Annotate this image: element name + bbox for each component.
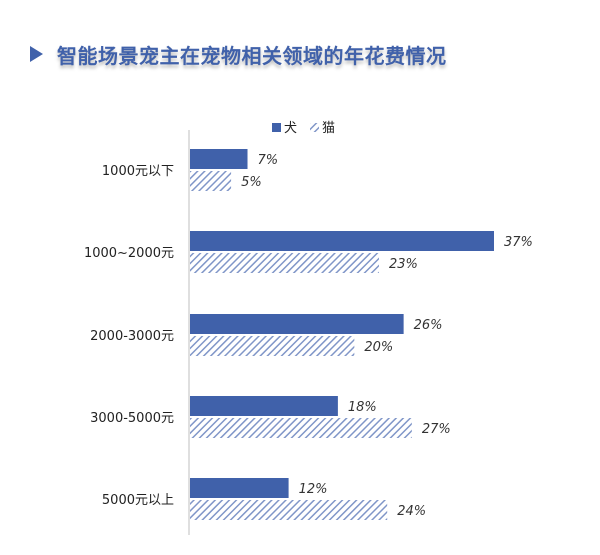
- dog-bar: [190, 478, 289, 498]
- legend-label-dog: 犬: [284, 121, 297, 136]
- legend-swatch-dog: [272, 123, 281, 132]
- dog-value-label: 26%: [414, 318, 443, 333]
- cat-bar: [190, 336, 355, 356]
- cat-bar: [190, 500, 388, 520]
- category-label: 3000-5000元: [90, 411, 174, 426]
- dog-value-label: 37%: [504, 235, 533, 250]
- cat-value-label: 5%: [241, 175, 262, 190]
- category-label: 1000~2000元: [84, 246, 174, 261]
- category-labels: 1000元以下 1000~2000元 2000-3000元 3000-5000元 500…: [84, 164, 174, 508]
- chart-legend: 犬猫: [272, 121, 335, 136]
- dog-bar: [190, 149, 248, 169]
- dog-value-label: 7%: [258, 153, 279, 168]
- legend-swatch-cat: [310, 123, 319, 132]
- page-title: 智能场景宠主在宠物相关领域的年花费情况: [57, 43, 447, 68]
- title-bar: 智能场景宠主在宠物相关领域的年花费情况: [30, 34, 447, 74]
- category-label: 2000-3000元: [90, 329, 174, 344]
- category-label: 1000元以下: [102, 164, 174, 179]
- legend-label-cat: 猫: [322, 121, 335, 136]
- cat-value-label: 23%: [389, 257, 418, 272]
- dog-value-label: 18%: [348, 400, 377, 415]
- cat-bar: [190, 253, 379, 273]
- cat-value-label: 24%: [397, 504, 426, 519]
- dog-bar: [190, 231, 494, 251]
- category-label: 5000元以上: [102, 493, 174, 508]
- dog-value-label: 12%: [299, 482, 328, 497]
- cat-value-label: 27%: [422, 422, 451, 437]
- dog-bar: [190, 396, 338, 416]
- cat-value-label: 20%: [364, 340, 393, 355]
- dog-bar: [190, 314, 404, 334]
- cat-bar: [190, 418, 412, 438]
- cat-bar: [190, 171, 232, 191]
- title-triangle-icon: [30, 46, 43, 62]
- bars-group: 7% 5% 37% 23% 26% 20% 18% 27% 12% 24%: [190, 149, 533, 520]
